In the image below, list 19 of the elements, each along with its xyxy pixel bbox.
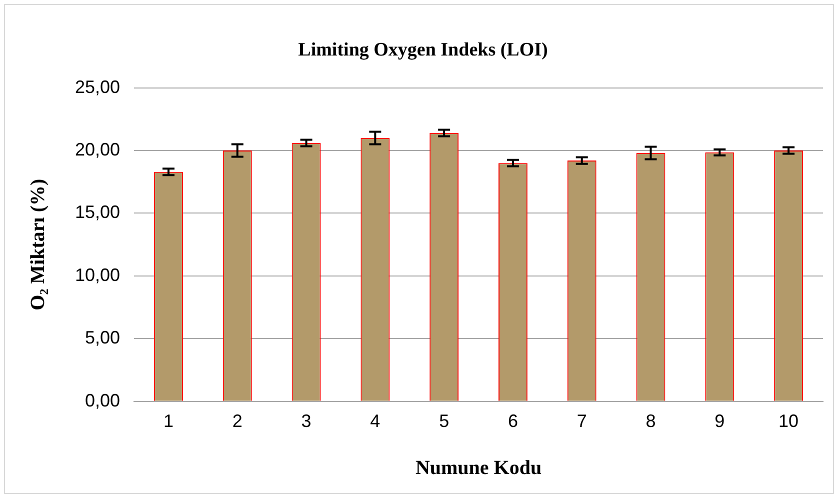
x-tick-label: 5: [439, 411, 450, 432]
y-tick-label: 20,00: [74, 139, 120, 160]
y-tick-label: 10,00: [74, 264, 120, 285]
y-tick-label: 25,00: [74, 76, 120, 97]
x-tick-label: 7: [576, 411, 587, 432]
y-tick-label: 0,00: [84, 390, 120, 410]
y-tick-label: 5,00: [84, 328, 120, 348]
x-axis-title: Numune Kodu: [415, 457, 542, 480]
x-tick-label: 10: [778, 411, 799, 432]
x-tick-label: 6: [508, 411, 518, 432]
x-tick-label: 8: [646, 411, 656, 432]
x-tick-label: 4: [370, 411, 380, 432]
y-tick-label: 15,00: [74, 202, 120, 222]
x-tick-label: 3: [301, 411, 312, 432]
x-tick-label: 9: [714, 411, 725, 432]
y-axis-title: O₂ Miktarı (%): [27, 178, 50, 310]
x-tick-label: 1: [163, 411, 174, 432]
x-tick-label: 2: [232, 411, 242, 432]
chart-title: Limiting Oxygen Indeks (LOI): [298, 39, 548, 60]
